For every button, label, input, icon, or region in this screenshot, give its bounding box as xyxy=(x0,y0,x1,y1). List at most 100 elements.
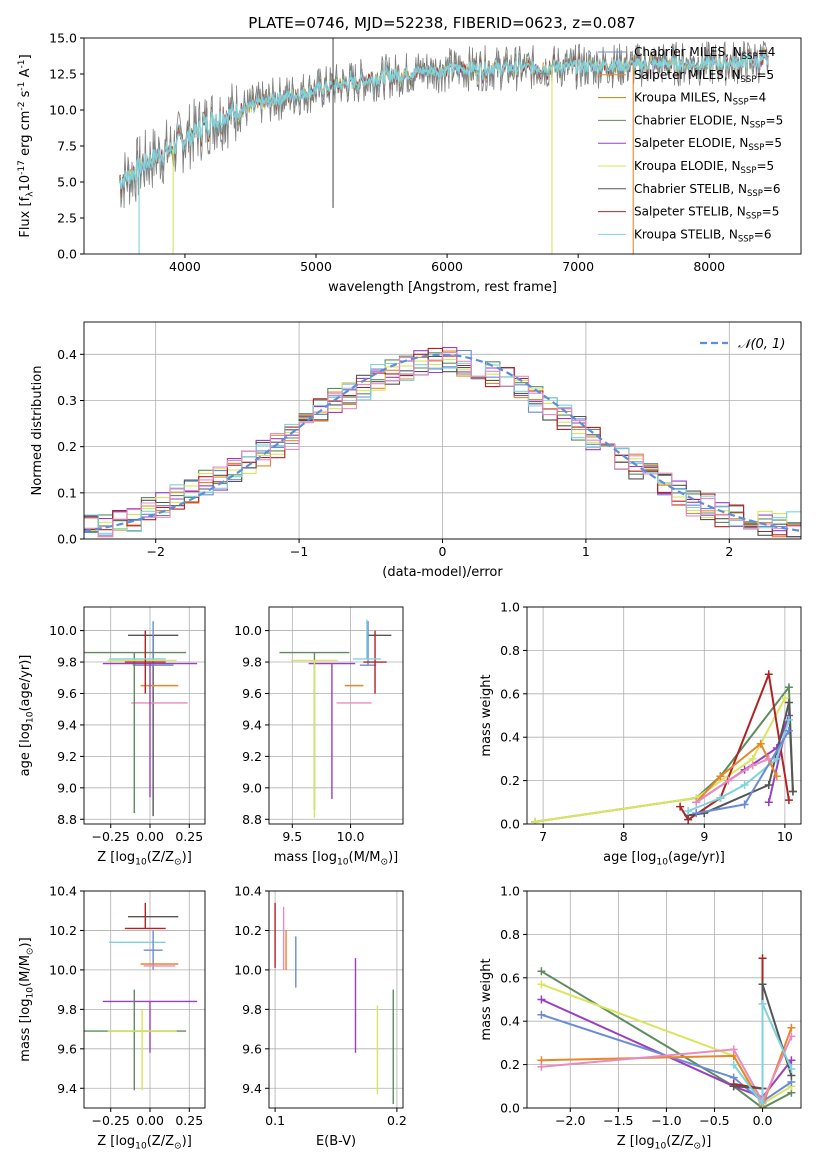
y-axis-label: mass weight xyxy=(479,958,494,1040)
y-tick-label: 9.4 xyxy=(57,717,77,732)
mass-vs-metallicity-panel: −0.25 0.00 0.25 9.4 9.6 9.8 10.0 10.2 10.4 Z [log… xyxy=(18,884,206,1151)
y-tick-label: 10.0 xyxy=(49,103,77,118)
label-part: 10 xyxy=(25,987,35,999)
x-tick-label: 4000 xyxy=(169,259,201,274)
x-tick-label: −1.0 xyxy=(651,1113,681,1128)
legend-entry: Chabrier MILES, NSSP=4 xyxy=(634,45,775,62)
legend-value: =5 xyxy=(766,113,784,127)
plus-marker xyxy=(537,980,546,989)
label-part: ⊙ xyxy=(25,947,35,955)
error-bar-point xyxy=(84,651,187,813)
plot-area xyxy=(118,38,769,254)
x-tick-label: 7000 xyxy=(562,259,594,274)
y-tick-label: 10.2 xyxy=(49,923,77,938)
axes: −2.0 −1.5 −1.0 −0.5 0.0 0.0 0.2 0.4 0.6 0.8 1.0 xyxy=(500,884,802,1128)
label-part: s xyxy=(18,90,33,101)
series-line xyxy=(534,697,786,823)
y-tick-label: 0.6 xyxy=(500,970,520,985)
error-bar-point xyxy=(102,1000,198,1053)
plus-marker xyxy=(537,1062,546,1071)
legend-entry: Chabrier STELIB, NSSP=6 xyxy=(634,182,781,199)
label-part: -1 xyxy=(17,82,27,91)
error-bar-point xyxy=(352,619,381,660)
y-tick-label: 7.5 xyxy=(57,139,77,154)
legend-label: 𝒩(0, 1) xyxy=(738,337,785,352)
residual-histogram xyxy=(84,351,801,538)
plus-marker xyxy=(787,1064,796,1073)
plus-marker xyxy=(764,754,773,763)
legend-subscript: SSP xyxy=(741,75,757,85)
x-axis-label: E(B-V) xyxy=(316,1134,356,1149)
error-bar-point xyxy=(308,662,356,799)
label-part: A xyxy=(18,68,33,81)
y-tick-label: 15.0 xyxy=(49,31,77,46)
plot-area xyxy=(537,954,796,1108)
legend-label: Chabrier ELODIE, N xyxy=(634,113,750,127)
plus-marker xyxy=(784,715,793,724)
grid xyxy=(527,890,801,1109)
y-tick-label: 9.6 xyxy=(242,686,262,701)
y-tick-label: 10.0 xyxy=(234,623,262,638)
x-tick-label: −0.25 xyxy=(92,1113,130,1128)
label-part: Normed distribution xyxy=(30,366,45,496)
label-part: 10 xyxy=(337,857,349,867)
axes-frame xyxy=(268,890,404,1109)
legend-entry: Salpeter ELODIE, NSSP=5 xyxy=(634,136,782,153)
label-part: E(B-V) xyxy=(316,1134,356,1149)
y-tick-label: 0.3 xyxy=(57,393,77,408)
series-line xyxy=(695,757,770,804)
label-part: Z [log xyxy=(97,1134,135,1149)
x-tick-label: 0.0 xyxy=(753,1113,773,1128)
label-part: Z [log xyxy=(97,850,135,865)
error-bar-point xyxy=(291,659,338,818)
y-tick-label: 0.0 xyxy=(57,247,77,262)
x-tick-label: 0.00 xyxy=(136,829,164,844)
plus-marker xyxy=(756,739,765,748)
y-tick-label: 0.4 xyxy=(500,730,520,745)
legend-label: Kroupa ELODIE, N xyxy=(634,159,741,173)
x-axis-label: Z [log10(Z/Z⊙)] xyxy=(97,850,192,867)
legend-label: Kroupa MILES, N xyxy=(634,91,733,105)
x-axis-label: (data-model)/error xyxy=(382,565,503,580)
legend-label: Chabrier MILES, N xyxy=(634,45,742,59)
y-tick-label: 9.0 xyxy=(242,780,262,795)
plus-marker xyxy=(764,798,773,807)
plus-marker xyxy=(740,780,749,789)
y-tick-label: 2.5 xyxy=(57,211,77,226)
mass-weight-series xyxy=(531,694,789,824)
label-part: 10 xyxy=(135,1141,147,1151)
label-part: (age/yr)] xyxy=(668,850,725,865)
x-tick-label: 2 xyxy=(725,544,733,559)
label-part: -1 xyxy=(17,59,27,68)
label-part: 10 xyxy=(18,175,33,192)
plus-marker xyxy=(758,999,767,1008)
y-tick-label: 10.0 xyxy=(49,623,77,638)
label-part: )] xyxy=(388,850,398,865)
legend-value: =6 xyxy=(754,227,772,241)
grid xyxy=(84,607,205,824)
residual-histogram xyxy=(84,355,801,538)
x-axis-label: Z [log10(Z/Z⊙)] xyxy=(617,1134,712,1151)
legend-value: =4 xyxy=(749,91,767,105)
x-tick-label: −2 xyxy=(146,544,164,559)
x-axis-label: wavelength [Angstrom, rest frame] xyxy=(328,280,557,295)
x-tick-label: 8000 xyxy=(693,259,725,274)
y-tick-label: 9.4 xyxy=(57,1081,77,1096)
y-tick-label: 1.0 xyxy=(500,600,520,615)
x-tick-label: −1.5 xyxy=(603,1113,633,1128)
axes-frame xyxy=(526,890,802,1109)
y-tick-label: 9.4 xyxy=(242,1081,262,1096)
legend-entry: Kroupa MILES, NSSP=4 xyxy=(634,91,766,108)
plus-marker xyxy=(684,806,693,815)
x-tick-label: 9 xyxy=(700,829,708,844)
plus-marker xyxy=(729,1045,738,1054)
plus-marker xyxy=(729,1082,738,1091)
label-part: ] xyxy=(18,54,33,59)
y-tick-label: 9.8 xyxy=(57,1002,77,1017)
legend-value: =5 xyxy=(756,68,774,82)
label-part: mass [log xyxy=(274,850,337,865)
plus-marker xyxy=(531,817,540,824)
y-tick-label: 0.4 xyxy=(57,347,77,362)
label-part: (age/yr)] xyxy=(18,655,33,712)
